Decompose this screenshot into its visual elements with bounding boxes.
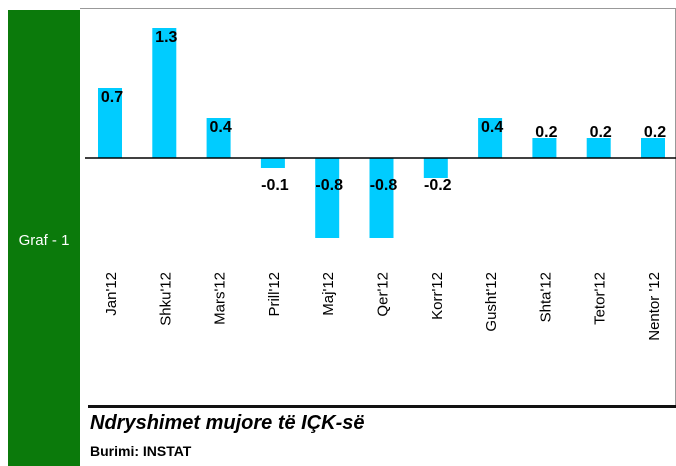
x-tick-label: Qer'12 xyxy=(374,272,391,317)
bar xyxy=(641,138,665,158)
x-tick-label: Tetor'12 xyxy=(592,272,609,325)
bar xyxy=(478,118,503,158)
value-label: 0.2 xyxy=(644,124,666,141)
sidebar: Graf - 1 xyxy=(8,10,80,466)
value-label: 0.2 xyxy=(590,124,612,141)
x-tick-label: Nentor '12 xyxy=(646,272,663,341)
value-label: -0.1 xyxy=(261,177,289,194)
x-tick-label: Shta'12 xyxy=(537,272,554,322)
value-label: 1.3 xyxy=(155,29,177,46)
sidebar-label: Graf - 1 xyxy=(18,232,70,249)
x-tick-label: Mars'12 xyxy=(212,272,229,325)
bar xyxy=(423,158,448,178)
caption-title: Ndryshimet mujore të IÇK-së xyxy=(90,412,365,434)
x-tick-label: Prill'12 xyxy=(266,272,283,317)
bar xyxy=(152,28,177,158)
x-tick-label: Maj'12 xyxy=(320,272,337,316)
bar xyxy=(315,158,340,238)
x-tick-label: Korr'12 xyxy=(429,272,446,320)
bar xyxy=(586,138,611,158)
value-label: 0.2 xyxy=(535,124,557,141)
x-tick-label: Jan'12 xyxy=(103,272,120,316)
value-label: -0.2 xyxy=(424,177,452,194)
value-label: -0.8 xyxy=(315,177,343,194)
x-tick-label: Gusht'12 xyxy=(483,272,500,332)
caption-source: Burimi: INSTAT xyxy=(90,443,192,459)
value-label: 0.4 xyxy=(481,119,503,136)
value-label: 0.7 xyxy=(101,89,123,106)
bar xyxy=(206,118,231,158)
bar xyxy=(98,88,122,158)
x-tick-label: Shku'12 xyxy=(157,272,174,326)
bar xyxy=(369,158,394,238)
value-label: -0.8 xyxy=(370,177,398,194)
bar xyxy=(532,138,557,158)
bar xyxy=(260,158,285,168)
rule xyxy=(88,405,676,408)
value-label: 0.4 xyxy=(209,119,231,136)
